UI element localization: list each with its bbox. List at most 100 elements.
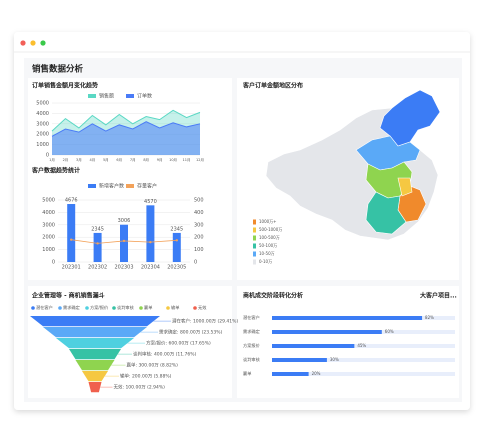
data-label: 需求确定: 800.00万 (23.53%) bbox=[159, 329, 223, 336]
chart-title: 客户数据趋势统计 bbox=[31, 167, 80, 175]
x-tick-label: 5月 bbox=[103, 157, 109, 162]
y-tick-label: 2000 bbox=[36, 132, 49, 138]
bar bbox=[272, 344, 355, 348]
data-label: 无效: 100.00万 (2.94%) bbox=[114, 384, 166, 391]
legend-swatch bbox=[139, 306, 143, 310]
y-tick-label: 0 bbox=[194, 260, 197, 266]
data-label: 谈判审核: 400.00万 (11.76%) bbox=[133, 351, 197, 358]
bar bbox=[272, 330, 382, 334]
funnel-layer bbox=[30, 316, 160, 327]
y-tick-label: 4000 bbox=[36, 111, 49, 117]
bar bbox=[272, 358, 327, 362]
x-tick-label: 3月 bbox=[76, 157, 82, 162]
x-tick-label: 9月 bbox=[157, 157, 163, 162]
legend-swatch bbox=[253, 243, 256, 249]
legend-swatch bbox=[126, 184, 134, 188]
close-button[interactable] bbox=[20, 40, 26, 46]
legend-label: 谈判审核 bbox=[117, 304, 135, 311]
x-tick-label: 11月 bbox=[183, 157, 191, 162]
y-tick-label: 300 bbox=[194, 222, 204, 228]
legend-swatch bbox=[88, 184, 96, 188]
legend-swatch bbox=[253, 259, 256, 265]
x-tick-label: 10月 bbox=[169, 157, 177, 162]
row-label: 方案报价 bbox=[243, 342, 261, 349]
chart-title: 商机成交阶段转化分析 bbox=[243, 292, 303, 300]
legend-label: 500-1000万 bbox=[259, 227, 282, 232]
x-tick-label: 4月 bbox=[89, 157, 95, 162]
legend-swatch bbox=[166, 306, 170, 310]
x-tick-label: 202304 bbox=[141, 265, 160, 271]
data-label: 4570 bbox=[144, 199, 157, 205]
legend-swatch bbox=[253, 235, 256, 241]
chart-subtitle: 大客户项目... bbox=[420, 292, 457, 300]
legend-swatch bbox=[193, 306, 197, 310]
y-tick-label: 1000 bbox=[42, 247, 55, 253]
china-map bbox=[265, 89, 441, 241]
map-region bbox=[379, 89, 441, 147]
bar bbox=[120, 224, 128, 262]
legend-label: 需求确定 bbox=[63, 304, 80, 311]
map-region bbox=[397, 177, 413, 197]
x-tick-label: 8月 bbox=[143, 157, 149, 162]
legend-swatch bbox=[85, 306, 89, 310]
legend-label: 0-10万 bbox=[259, 259, 272, 264]
chart-title: 订单销售金额月变化趋势 bbox=[32, 82, 98, 90]
bar bbox=[146, 205, 155, 262]
x-tick-label: 202301 bbox=[62, 265, 81, 271]
bar bbox=[172, 232, 181, 262]
legend-swatch bbox=[253, 251, 256, 257]
series-area bbox=[52, 121, 200, 155]
maximize-button[interactable] bbox=[40, 40, 46, 46]
legend-swatch bbox=[58, 306, 62, 310]
y-tick-label: 100 bbox=[194, 247, 204, 253]
data-label: 45% bbox=[357, 343, 366, 348]
row-label: 赢单 bbox=[243, 370, 251, 377]
map-region bbox=[365, 191, 407, 235]
data-label: 3006 bbox=[118, 218, 131, 224]
minimize-button[interactable] bbox=[30, 40, 36, 46]
legend-swatch bbox=[126, 94, 134, 98]
legend-label: 赢单 bbox=[144, 304, 152, 311]
data-label: 方案/报价: 600.00万 (17.65%) bbox=[146, 340, 211, 347]
legend-label: 无效 bbox=[198, 304, 207, 311]
legend-label: 存量客户 bbox=[137, 183, 157, 190]
legend-swatch bbox=[253, 227, 256, 233]
legend-swatch bbox=[112, 306, 116, 310]
y-tick-label: 200 bbox=[194, 235, 204, 241]
legend-label: 100-500万 bbox=[259, 235, 280, 240]
y-tick-label: 3000 bbox=[36, 121, 49, 127]
y-tick-label: 5000 bbox=[36, 101, 49, 107]
y-tick-label: 4000 bbox=[42, 210, 55, 216]
row-label: 需求确定 bbox=[243, 328, 260, 335]
y-tick-label: 2000 bbox=[42, 235, 55, 241]
series-line bbox=[51, 121, 201, 137]
data-label: 2345 bbox=[91, 226, 104, 232]
x-tick-label: 7月 bbox=[130, 157, 136, 162]
legend-label: 输单 bbox=[171, 304, 179, 311]
bar bbox=[272, 316, 423, 320]
x-tick-label: 202305 bbox=[167, 265, 186, 271]
bar-track bbox=[272, 358, 455, 362]
y-tick-label: 0 bbox=[46, 153, 49, 159]
line-point bbox=[96, 242, 99, 245]
bar bbox=[67, 204, 76, 262]
panel bbox=[237, 286, 459, 398]
y-tick-label: 3000 bbox=[42, 222, 55, 228]
series-line bbox=[51, 109, 201, 132]
funnel-layer bbox=[43, 327, 147, 338]
legend-label: 方案/报价 bbox=[90, 304, 109, 311]
y-tick-label: 5000 bbox=[42, 198, 55, 204]
row-label: 潜在客户 bbox=[243, 314, 260, 321]
data-label: 2345 bbox=[170, 226, 183, 232]
legend-label: 10-50万 bbox=[259, 251, 275, 256]
data-label: 20% bbox=[312, 371, 321, 376]
data-label: 输单: 200.00万 (5.88%) bbox=[120, 373, 172, 380]
funnel-layer bbox=[56, 338, 134, 349]
bar-track bbox=[272, 372, 455, 376]
bar-track bbox=[272, 344, 455, 348]
y-tick-label: 0 bbox=[52, 260, 55, 266]
legend-swatch bbox=[88, 94, 96, 98]
x-tick-label: 2月 bbox=[63, 157, 69, 162]
legend-label: 50-100万 bbox=[259, 243, 277, 248]
